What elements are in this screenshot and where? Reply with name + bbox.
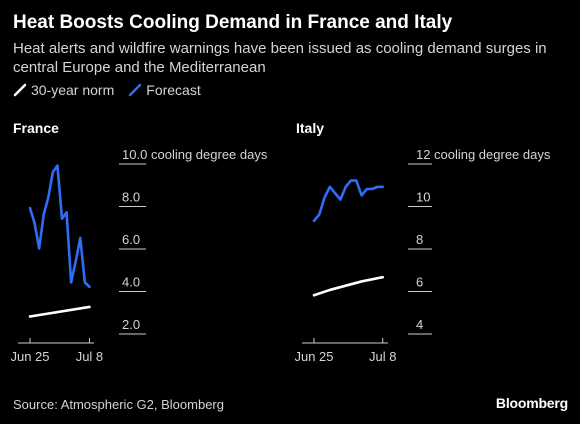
italy-y-tick-label: 10 [416,190,430,205]
italy-chart: 12 cooling degree days 10 8 6 4 Jun 25 Jul 8 [294,147,551,364]
forecast-line-swatch-icon [129,83,142,97]
legend-forecast-label: Forecast [146,82,201,98]
italy-x-tick-label: Jun 25 [294,349,333,364]
france-chart: 10.0 cooling degree days 8.0 6.0 4.0 2.0 Jun 2… [10,147,268,364]
legend: 30-year norm Forecast [13,81,215,99]
chart-subtitle: Heat alerts and wildfire warnings have b… [13,40,547,76]
italy-x-tick-label: Jul 8 [369,349,396,364]
source-note: Source: Atmospheric G2, Bloomberg [13,397,224,412]
bloomberg-logo: Bloomberg [495,395,568,411]
norm-line-swatch-icon [13,83,27,97]
legend-item-forecast: Forecast [128,82,201,98]
italy-y-tick-label: 12 [416,147,430,162]
italy-norm-line [312,275,385,297]
france-y-tick-label: 2.0 [122,317,140,332]
italy-y-tick-label: 4 [416,317,423,332]
italy-y-axis-label: cooling degree days [434,147,551,162]
italy-y-tick-label: 8 [416,232,423,247]
france-y-tick-label: 8.0 [122,190,140,205]
france-forecast-line [28,164,91,289]
france-y-axis-label: cooling degree days [151,147,268,162]
legend-item-norm: 30-year norm [13,82,114,98]
france-x-tick-label: Jul 8 [76,349,103,364]
italy-forecast-line [312,179,385,223]
france-norm-line [28,305,91,318]
france-y-tick-label: 4.0 [122,275,140,290]
france-y-tick-label: 6.0 [122,232,140,247]
france-x-tick-label: Jun 25 [10,349,49,364]
italy-y-tick-label: 6 [416,275,423,290]
panel-title-france: France [13,120,59,136]
legend-norm-label: 30-year norm [31,82,115,98]
chart-title: Heat Boosts Cooling Demand in France and… [13,12,453,33]
panel-title-italy: Italy [296,120,325,136]
france-y-tick-label: 10.0 [122,147,147,162]
